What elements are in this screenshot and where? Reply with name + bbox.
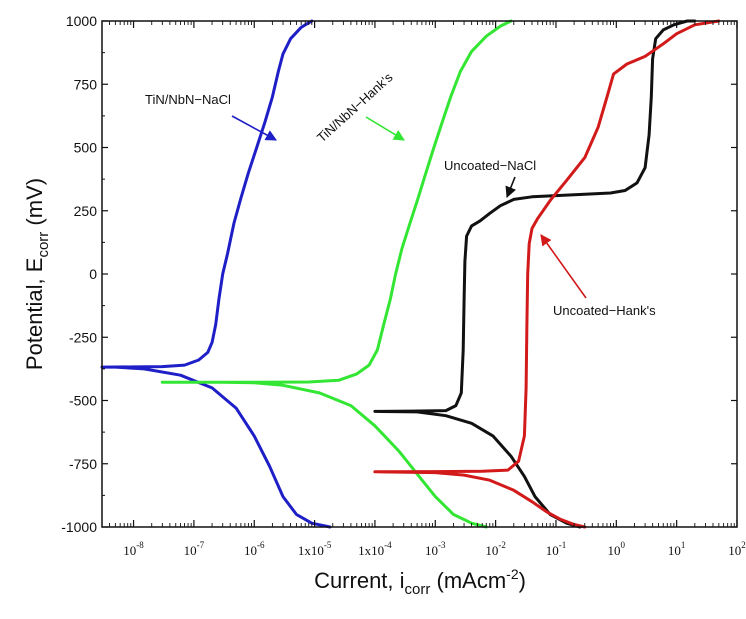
x-tick-label: 10-6: [244, 540, 265, 558]
x-tick-label: 10-1: [546, 540, 567, 558]
x-tick-label: 102: [728, 540, 746, 558]
x-axis-title: Current, icorr (mAcm-2): [314, 566, 526, 598]
series-label-uncoated-nacl: Uncoated−NaCl: [444, 158, 536, 173]
y-tick-label: 0: [89, 266, 97, 282]
series-layer: [100, 19, 721, 529]
x-tick-label: 1x10-4: [358, 540, 392, 558]
series-label-tin-nbn-nacl: TiN/NbN−NaCl: [145, 92, 231, 107]
series-line-2: [373, 19, 697, 529]
annotation-arrow-2: [505, 176, 516, 199]
y-tick-label: -750: [69, 456, 97, 472]
series-label-tin-nbn-hanks: TiN/NbN−Hank's: [314, 69, 396, 145]
y-tick-label: 500: [74, 140, 98, 156]
x-tick-label: 1x10-5: [298, 540, 332, 558]
annotation-arrow-0: [231, 115, 277, 141]
y-axis: 1000 750 500 250 0 -250 -500 -750 -1000: [61, 13, 737, 535]
y-tick-label: -1000: [61, 519, 97, 535]
series-label-uncoated-hanks: Uncoated−Hank's: [553, 303, 656, 318]
x-tick-label: 10-8: [123, 540, 144, 558]
annotation-arrow-1: [365, 116, 405, 141]
x-tick-label: 10-7: [184, 540, 205, 558]
x-tick-label: 10-2: [485, 540, 506, 558]
y-tick-label: -250: [69, 329, 97, 345]
x-tick-label: 100: [608, 540, 626, 558]
x-axis: 10-8 10-7 10-6 1x10-5 1x10-4 10-3 10-2 10-1 100 1…: [101, 21, 746, 558]
series-line-0: [100, 19, 332, 529]
y-tick-label: 1000: [66, 13, 97, 29]
x-tick-label: 10-3: [425, 540, 446, 558]
annotation-arrow-3: [540, 234, 587, 299]
y-tick-label: 750: [74, 76, 98, 92]
y-axis-title: Potential, Ecorr (mV): [22, 178, 52, 370]
y-tick-label: 250: [74, 203, 98, 219]
series-line-3: [373, 19, 721, 529]
series-line-1: [160, 19, 513, 529]
x-tick-label: 101: [668, 540, 686, 558]
y-tick-label: -500: [69, 393, 97, 409]
